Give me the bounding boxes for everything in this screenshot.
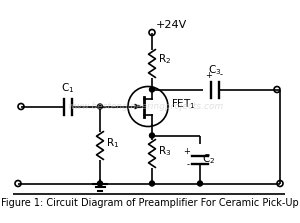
Text: Figure 1: Circuit Diagram of Preamplifier For Ceramic Pick-Up: Figure 1: Circuit Diagram of Preamplifie…	[1, 198, 299, 209]
Text: C$_3$: C$_3$	[208, 64, 222, 78]
Text: -: -	[220, 70, 223, 80]
Circle shape	[149, 133, 154, 138]
Text: +24V: +24V	[156, 21, 187, 31]
Circle shape	[98, 104, 103, 109]
Text: R$_1$: R$_1$	[106, 137, 119, 150]
Circle shape	[197, 181, 202, 186]
Text: R$_2$: R$_2$	[158, 53, 171, 66]
Text: R$_3$: R$_3$	[158, 145, 171, 158]
Circle shape	[149, 181, 154, 186]
Text: C$_2$: C$_2$	[202, 153, 215, 166]
Text: -: -	[187, 160, 190, 169]
Text: +: +	[206, 70, 212, 80]
Circle shape	[98, 181, 103, 186]
Text: FET$_1$: FET$_1$	[171, 98, 196, 112]
Text: www.bestengineeringprojects.com: www.bestengineeringprojects.com	[67, 102, 223, 111]
Text: C$_1$: C$_1$	[61, 82, 75, 95]
Text: +: +	[183, 147, 190, 156]
Circle shape	[149, 87, 154, 92]
